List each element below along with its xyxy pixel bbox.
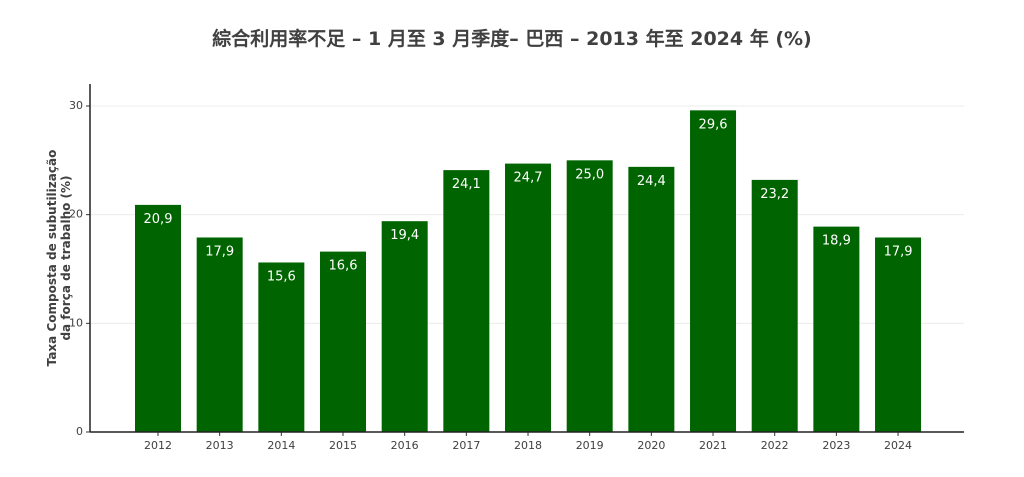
- bar-2023: [813, 226, 860, 432]
- bars: 20,9 17,9 15,6 16,6 19,4 24,1 24,7 25,0 24,4 29,6…: [135, 110, 922, 433]
- x-tick-label-2023: 2023: [822, 439, 850, 452]
- x-tick-label-2021: 2021: [699, 439, 727, 452]
- x-tick-label-2013: 2013: [206, 439, 234, 452]
- data-label-2022: 23,2: [760, 187, 789, 202]
- data-label-2013: 17,9: [205, 244, 234, 259]
- data-label-2023: 18,9: [822, 234, 851, 249]
- bar-2020: [628, 166, 675, 432]
- x-tick-label-2018: 2018: [514, 439, 542, 452]
- bar-2013: [196, 237, 243, 432]
- x-tick-label-2020: 2020: [637, 439, 665, 452]
- chart-title: 綜合利用率不足 – 1 月至 3 月季度– 巴西 – 2013 年至 2024 …: [212, 28, 812, 50]
- bar-2015: [320, 251, 367, 432]
- bar-2022: [751, 179, 798, 432]
- x-tick-label-2016: 2016: [391, 439, 419, 452]
- bar-2016: [381, 221, 428, 432]
- x-tick-label-2017: 2017: [452, 439, 480, 452]
- y-tick-label: 0: [76, 425, 83, 438]
- data-label-2024: 17,9: [884, 244, 913, 259]
- bar-2012: [135, 204, 181, 432]
- data-label-2012: 20,9: [144, 212, 173, 227]
- data-label-2019: 25,0: [575, 167, 604, 182]
- x-tick-label-2022: 2022: [761, 439, 789, 452]
- y-tick-label: 10: [69, 316, 83, 329]
- y-axis-label-line1: Taxa Composta de subutilização: [45, 150, 59, 367]
- data-label-2021: 29,6: [699, 117, 728, 132]
- bar-2019: [566, 160, 613, 433]
- x-tick-label-2019: 2019: [576, 439, 604, 452]
- data-label-2017: 24,1: [452, 177, 481, 192]
- bar-2014: [258, 262, 305, 432]
- data-label-2020: 24,4: [637, 174, 666, 189]
- data-label-2015: 16,6: [329, 259, 358, 274]
- bar-2017: [443, 170, 490, 432]
- bar-2024: [875, 237, 922, 432]
- bar-2018: [505, 163, 552, 433]
- data-label-2018: 24,7: [514, 171, 543, 186]
- x-tick-label-2014: 2014: [267, 439, 295, 452]
- x-tick-label-2015: 2015: [329, 439, 357, 452]
- y-tick-label: 30: [69, 99, 83, 112]
- data-label-2014: 15,6: [267, 269, 296, 284]
- x-tick-label-2012: 2012: [144, 439, 172, 452]
- data-label-2016: 19,4: [390, 228, 419, 243]
- x-tick-label-2024: 2024: [884, 439, 912, 452]
- y-axis-label-line2: da força de trabalho (%): [59, 175, 73, 340]
- y-tick-label: 20: [69, 208, 83, 221]
- axes: 0 10 20 30 2012 2013 2014 2015 2016 2017 2018 2019 2…: [69, 84, 964, 452]
- bar-2021: [690, 110, 737, 432]
